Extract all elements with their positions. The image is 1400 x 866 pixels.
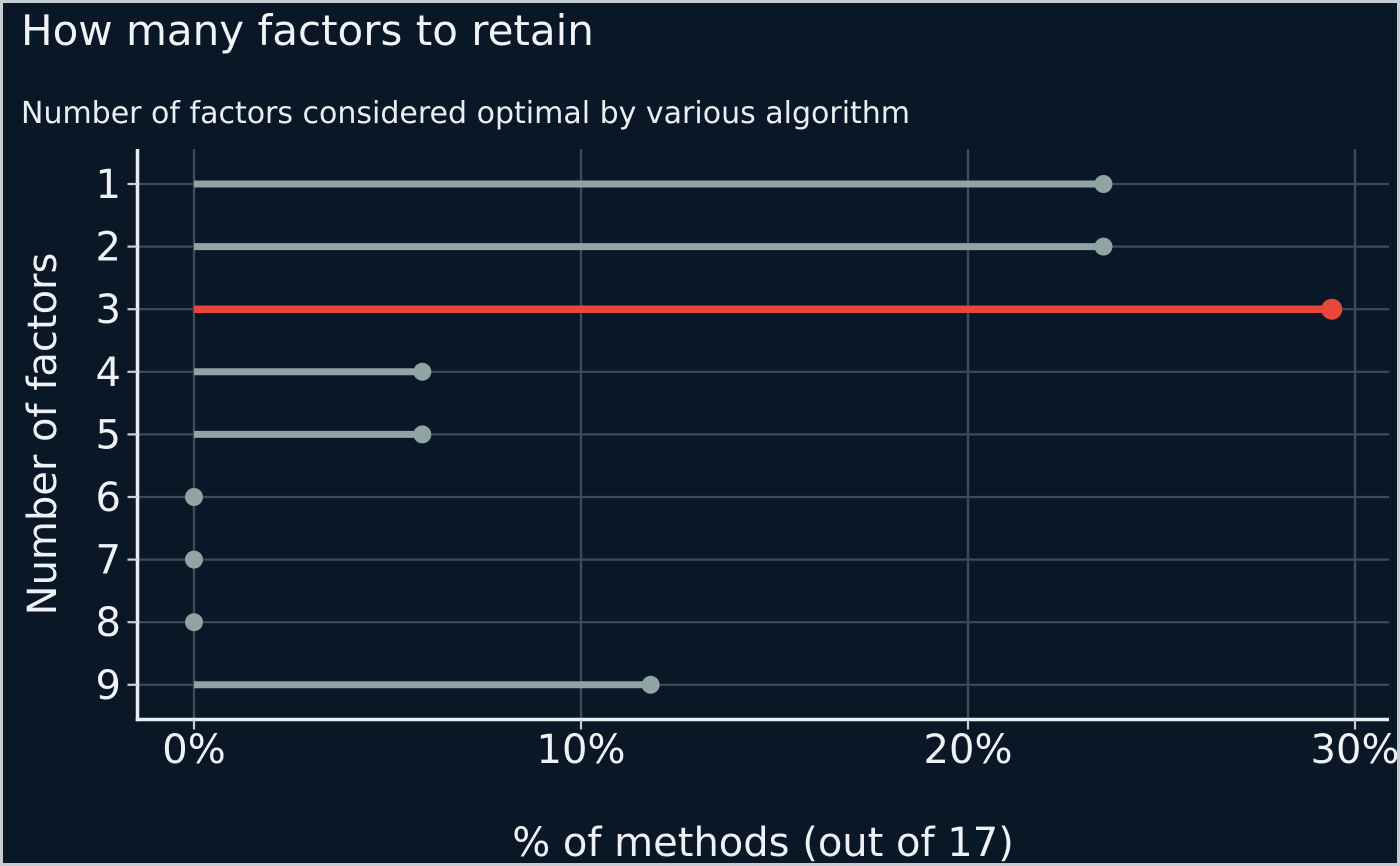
x-tick-label: 10%: [537, 727, 626, 773]
y-tick-label: 7: [96, 538, 121, 584]
y-tick-label: 2: [96, 225, 121, 271]
chart-title: How many factors to retain: [21, 6, 594, 55]
lollipop-dot: [185, 613, 203, 632]
lollipop-dot: [1094, 175, 1113, 193]
lollipop-dot: [185, 488, 203, 506]
chart-subtitle: Number of factors considered optimal by …: [21, 96, 911, 131]
y-tick-label: 4: [96, 350, 121, 396]
x-tick-label: 0%: [162, 727, 225, 773]
x-axis-title: % of methods (out of 17): [512, 820, 1014, 866]
x-tick-label: 30%: [1311, 727, 1400, 773]
x-tick-label: 20%: [924, 727, 1013, 773]
lollipop-dot: [413, 425, 432, 444]
lollipop-dot: [185, 550, 203, 569]
y-tick-label: 1: [96, 162, 121, 208]
y-tick-label: 9: [96, 663, 121, 709]
plot-area: 1 2 3 4 5 6 7 8 9 0% 10% 20% 30%: [96, 149, 1400, 773]
y-axis-title: Number of factors: [20, 252, 66, 616]
lollipop-dot: [641, 675, 660, 694]
lollipop-dot: [1094, 237, 1113, 256]
lollipop-dot: [413, 362, 432, 381]
y-tick-label: 5: [96, 412, 121, 458]
lollipop-dot-highlighted: [1321, 298, 1343, 320]
y-tick-label: 8: [96, 600, 121, 646]
y-tick-label: 3: [96, 287, 121, 333]
y-tick-label: 6: [96, 475, 121, 521]
